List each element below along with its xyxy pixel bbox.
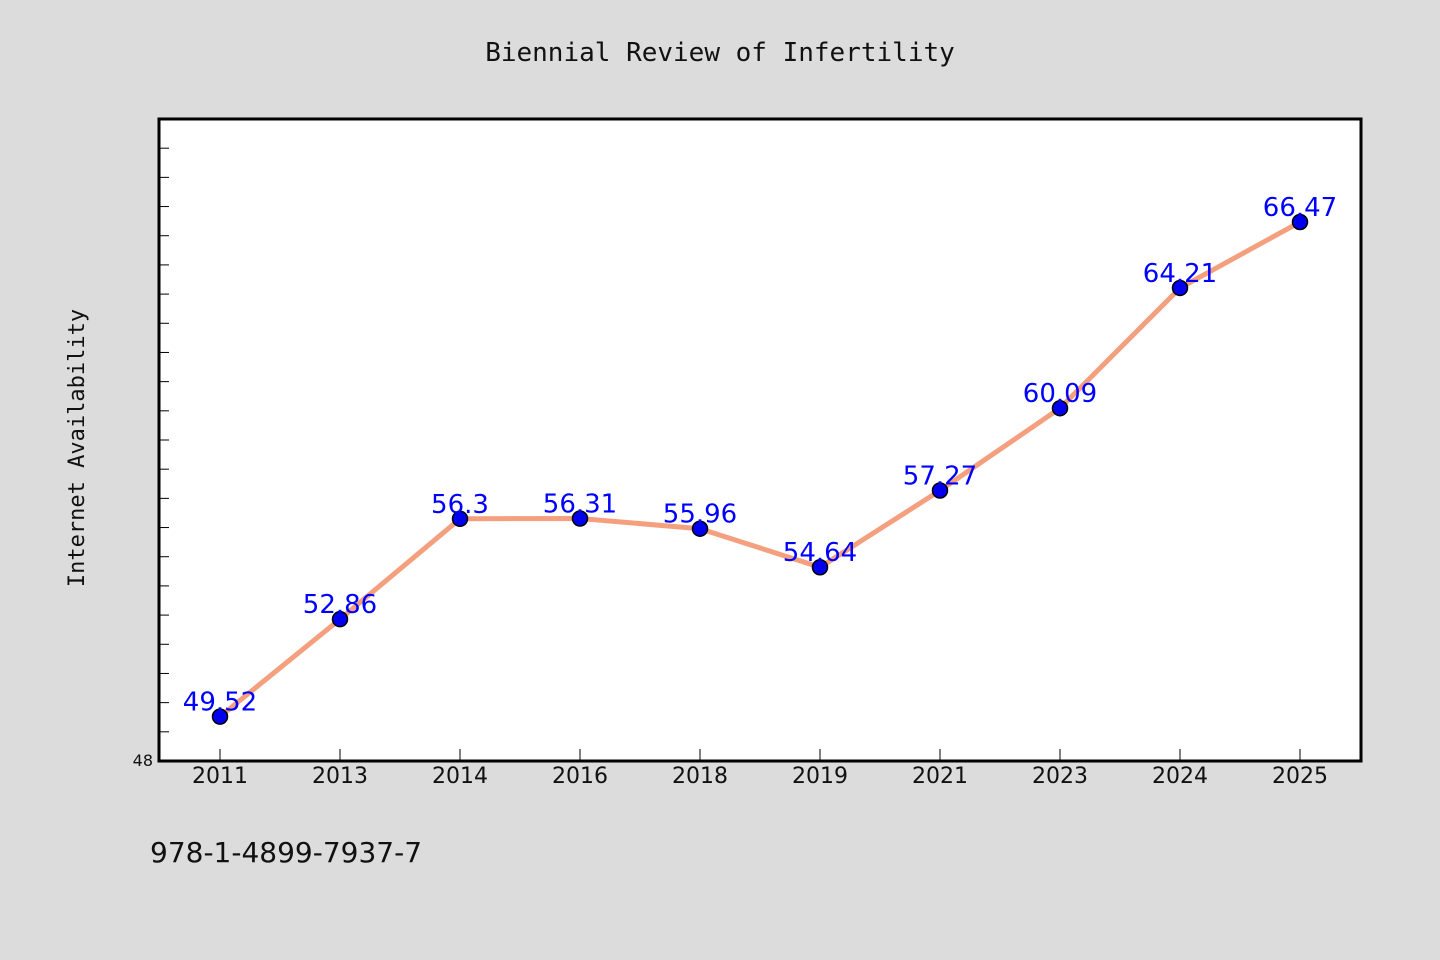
data-point xyxy=(1291,213,1309,231)
data-point xyxy=(931,482,949,499)
data-point xyxy=(571,510,589,527)
data-point xyxy=(691,520,709,537)
data-label: 55.96 xyxy=(663,500,737,530)
x-tick-label: 2016 xyxy=(552,764,608,789)
data-label: 57.27 xyxy=(903,461,977,491)
plot-area xyxy=(157,117,1363,763)
data-label: 56.3 xyxy=(431,490,489,520)
x-axis-ticks: 2011 2013 2014 2016 2018 2019 2021 2023 2024 2025 xyxy=(192,749,1328,789)
x-tick-label: 2014 xyxy=(432,764,488,789)
x-tick-label: 2011 xyxy=(192,764,248,789)
data-markers xyxy=(211,213,1309,725)
footer-isbn: 978-1-4899-7937-7 xyxy=(150,836,422,869)
x-tick-label: 2023 xyxy=(1032,764,1088,789)
data-label: 66.47 xyxy=(1263,193,1337,223)
data-label: 60.09 xyxy=(1023,379,1097,409)
data-point xyxy=(451,510,469,528)
y-axis-ticks xyxy=(159,118,169,762)
data-label: 49.52 xyxy=(183,688,257,718)
data-labels: 49.52 52.86 56.3 56.31 55.96 54.64 57.27 60.09 6… xyxy=(183,193,1337,718)
data-point xyxy=(1051,399,1069,417)
data-label: 52.86 xyxy=(303,590,377,620)
x-tick-label: 2018 xyxy=(672,764,728,789)
data-point xyxy=(811,558,829,576)
x-tick-label: 2019 xyxy=(792,764,848,789)
x-tick-label: 2025 xyxy=(1272,764,1328,789)
data-label: 54.64 xyxy=(783,538,857,568)
x-tick-label: 2024 xyxy=(1152,764,1208,789)
y-tick-label: 48 xyxy=(133,751,153,770)
chart-title: Biennial Review of Infertility xyxy=(485,38,955,68)
series-line xyxy=(217,219,1303,720)
series-line-group xyxy=(217,219,1303,720)
data-point xyxy=(211,708,229,725)
data-label: 56.31 xyxy=(543,489,617,519)
data-label: 64.21 xyxy=(1143,259,1217,289)
y-axis-label: Internet Availability xyxy=(65,309,90,587)
x-tick-label: 2013 xyxy=(312,764,368,789)
x-tick-label: 2021 xyxy=(912,764,968,789)
data-point xyxy=(331,610,349,628)
data-point xyxy=(1171,279,1189,297)
